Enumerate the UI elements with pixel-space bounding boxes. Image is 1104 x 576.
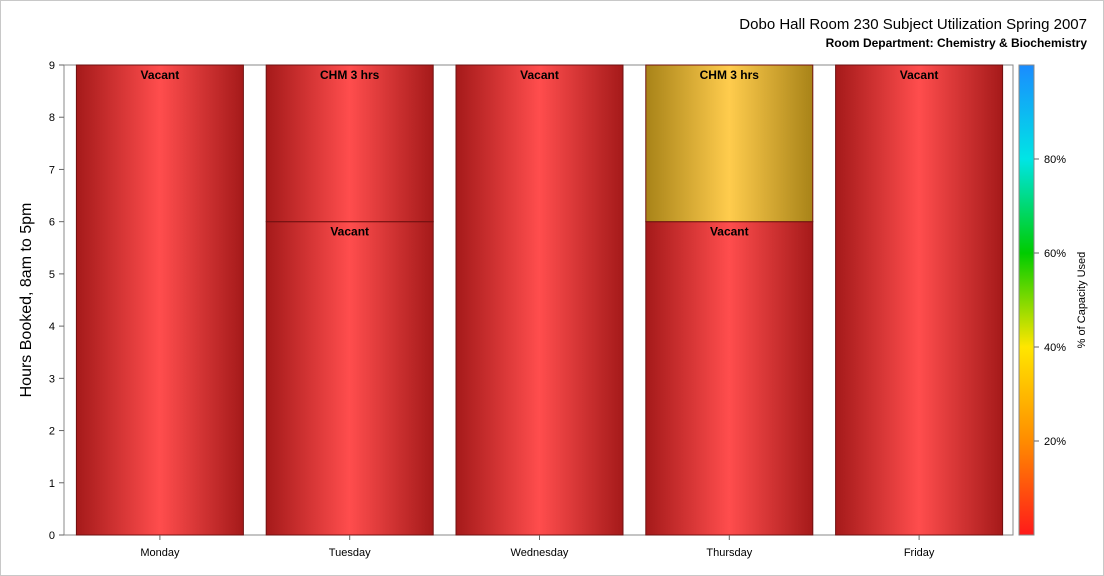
x-tick-label: Thursday [706, 547, 752, 559]
bar-segment [835, 64, 1004, 536]
y-tick-label: 2 [49, 426, 55, 438]
y-tick-label: 8 [49, 112, 55, 124]
bar-segment-label: Vacant [520, 68, 559, 82]
chart-subtitle: Room Department: Chemistry & Biochemistr… [826, 36, 1088, 50]
colorbar-tick-label: 40% [1044, 342, 1066, 354]
y-tick-label: 3 [49, 373, 55, 385]
y-tick-label: 1 [49, 478, 55, 490]
colorbar-tick-label: 60% [1044, 248, 1066, 260]
y-tick-label: 0 [49, 530, 55, 542]
bar-segment-label: CHM 3 hrs [320, 68, 380, 82]
bar-segment-label: Vacant [141, 68, 180, 82]
y-tick-label: 9 [49, 60, 55, 72]
y-tick-label: 6 [49, 217, 55, 229]
bar-segment-label: Vacant [710, 225, 749, 239]
bar-segment [645, 221, 814, 536]
bar-segment-label: Vacant [330, 225, 369, 239]
y-tick-label: 4 [49, 321, 55, 333]
x-tick-label: Wednesday [511, 547, 569, 559]
colorbar-tick-label: 20% [1044, 436, 1066, 448]
bar-segment-label: Vacant [900, 68, 939, 82]
bar-segment [455, 64, 624, 536]
bar-segment [75, 64, 244, 536]
bar-segment [265, 64, 434, 223]
y-axis-label: Hours Booked, 8am to 5pm [18, 203, 35, 398]
plot-area: 0 1 2 3 4 5 6 7 8 9 Vacant Monday Vacant CHM 3 hrs Tue… [49, 60, 1014, 559]
y-tick-label: 5 [49, 269, 55, 281]
colorbar-scale [1018, 64, 1035, 536]
x-tick-label: Monday [140, 547, 180, 559]
bar-segment [265, 221, 434, 536]
y-tick-label: 7 [49, 164, 55, 176]
x-tick-label: Friday [904, 547, 935, 559]
colorbar-tick-label: 80% [1044, 154, 1066, 166]
colorbar: 20% 40% 60% 80% % of Capacity Used [1018, 64, 1088, 536]
bar-segment-label: CHM 3 hrs [700, 68, 760, 82]
colorbar-title: % of Capacity Used [1076, 252, 1088, 349]
bar-segment [645, 64, 814, 223]
x-tick-label: Tuesday [329, 547, 371, 559]
chart-title: Dobo Hall Room 230 Subject Utilization S… [739, 16, 1087, 33]
